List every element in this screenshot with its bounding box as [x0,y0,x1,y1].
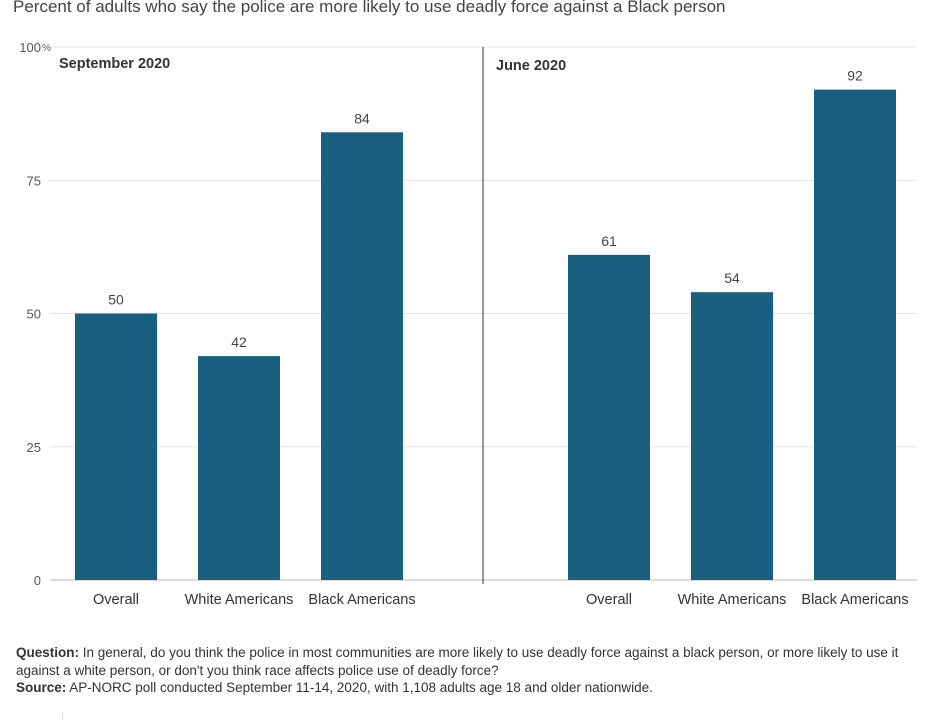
x-tick-label: Black Americans [308,592,415,608]
question-note: Question: In general, do you think the p… [16,644,931,679]
bar [568,254,650,580]
x-tick-label: White Americans [678,592,787,608]
panel: September 2020 50 Overall 42 White Americans… [59,56,416,608]
y-axis: 0 25 50 75 100% [19,40,51,588]
question-label: Question: [16,645,79,660]
panel-label: September 2020 [59,56,170,72]
source-label: Source: [16,680,67,695]
panel-label: June 2020 [496,58,566,74]
data-label: 84 [354,110,370,126]
data-label: 42 [231,334,247,350]
data-label: 50 [108,292,124,308]
footnote: Question: In general, do you think the p… [16,644,931,697]
divider [62,712,63,720]
y-unit-label: % [42,43,51,54]
y-tick-label: 75 [27,173,41,188]
bar [198,356,280,580]
bar [75,313,157,580]
y-tick-label: 100 [19,40,41,55]
x-tick-label: Overall [586,592,632,608]
bar-chart: 0 25 50 75 100% September 2020 50 Overall 42 Whi… [19,40,917,608]
bar [321,132,403,580]
y-tick-label: 50 [27,307,41,322]
data-label: 54 [724,270,740,286]
data-label: 61 [601,233,617,249]
data-label: 92 [847,68,863,84]
question-text: In general, do you think the police in m… [16,645,899,678]
y-tick-label: 25 [27,440,41,455]
x-tick-label: White Americans [185,592,294,608]
bar [691,292,773,580]
x-tick-label: Overall [93,592,139,608]
chart-panels: September 2020 50 Overall 42 White Americans… [59,47,909,608]
y-tick-label: 0 [34,573,41,588]
source-note: Source: AP-NORC poll conducted September… [16,679,931,697]
x-tick-label: Black Americans [801,592,908,608]
bar [814,89,896,580]
panel: June 2020 61 Overall 54 White Americans 92 Bla… [496,58,909,608]
source-text: AP-NORC poll conducted September 11-14, … [69,680,653,695]
chart-title: Percent of adults who say the police are… [13,0,726,16]
